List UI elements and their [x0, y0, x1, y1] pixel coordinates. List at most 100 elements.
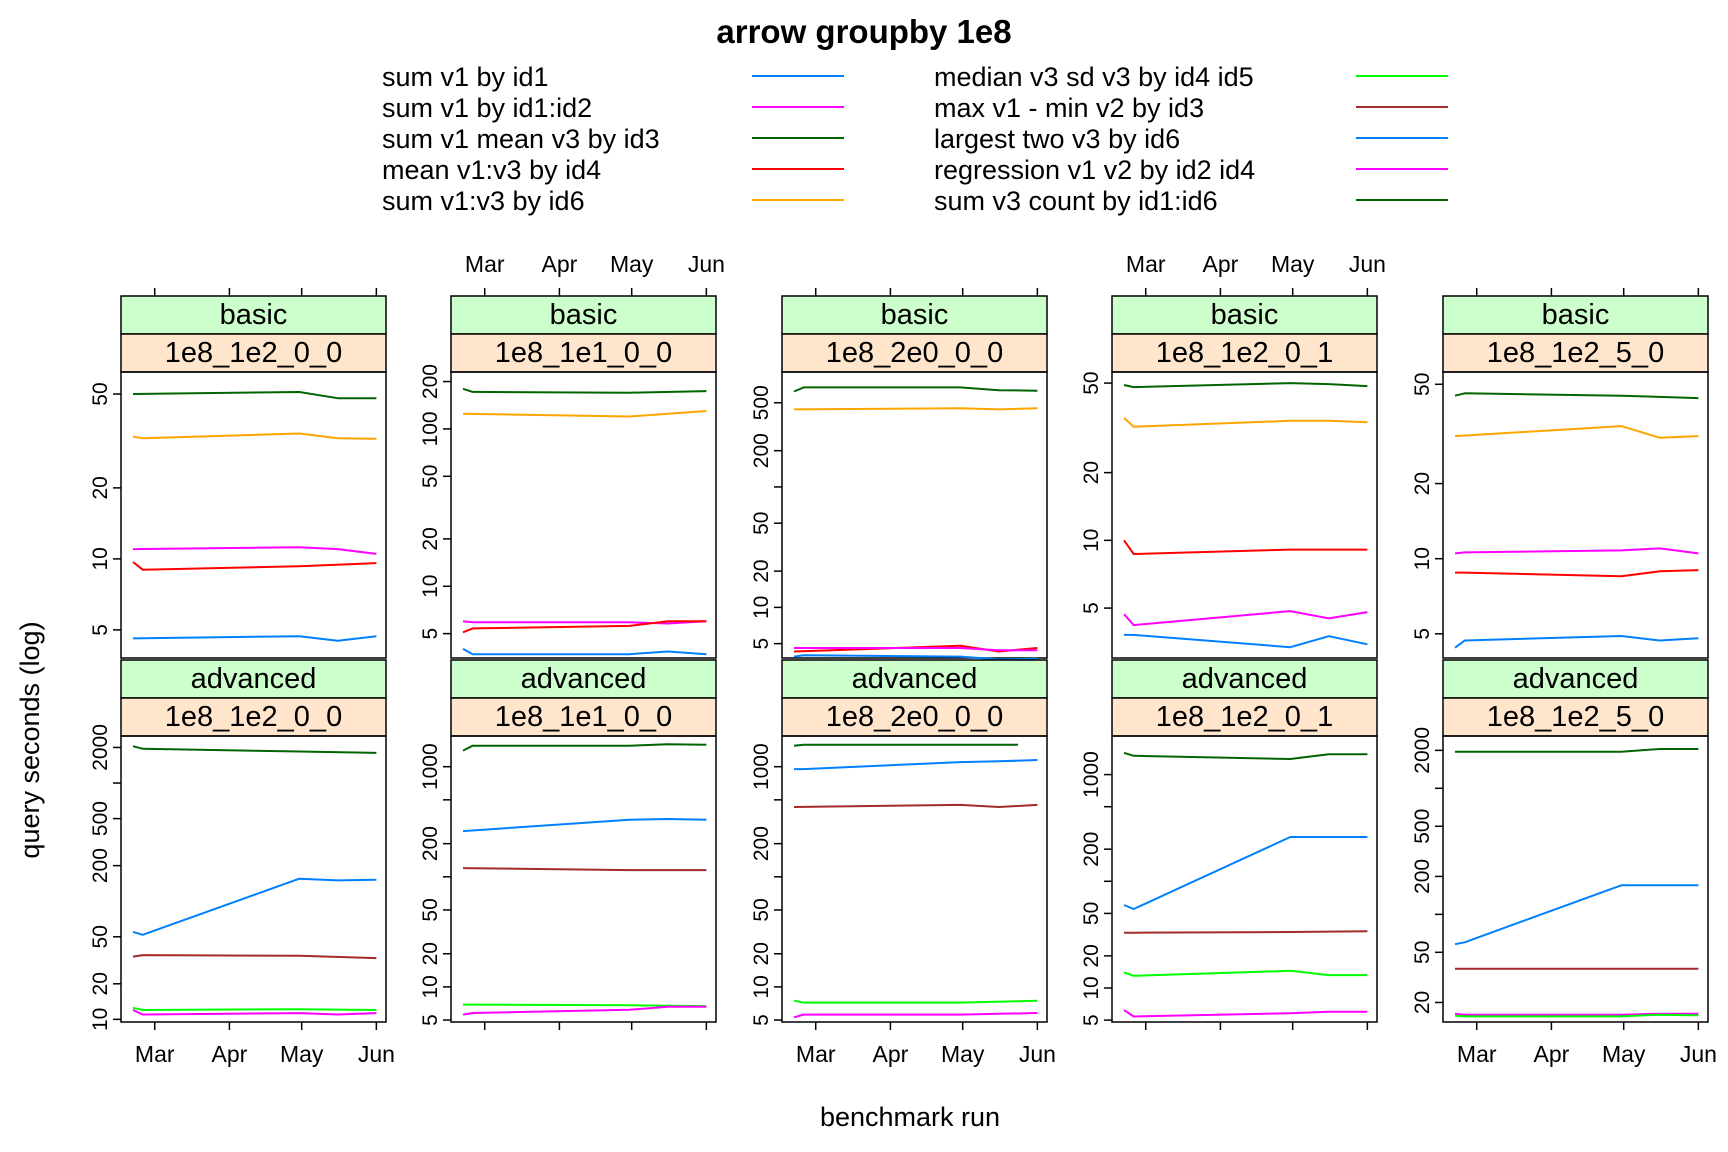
y-tick-label: 200 — [750, 433, 773, 468]
plot-frame — [450, 735, 717, 1023]
y-tick-label: 1000 — [750, 743, 773, 790]
series-line — [1123, 382, 1368, 389]
panel-basic-1e8_1e2_5_0: basic 1e8_1e2_5_0 5 10 20 50 — [1411, 288, 1709, 659]
series-line — [132, 635, 377, 642]
y-tick-label: 50 — [89, 382, 112, 405]
plot-frame — [120, 735, 387, 1023]
strip-data-label-text: 1e8_1e1_0_0 — [495, 337, 672, 369]
strip-question-group — [1111, 659, 1378, 699]
y-tick-label: 2000 — [89, 724, 112, 771]
y-tick-label: 200 — [1080, 832, 1103, 867]
series-line — [462, 620, 707, 625]
y-tick-label: 5 — [1411, 628, 1434, 640]
x-tick-label: May — [1602, 1041, 1646, 1067]
y-tick-label: 50 — [1080, 371, 1103, 394]
series-line — [1454, 635, 1699, 649]
strip-question-group — [1442, 295, 1709, 335]
y-tick-label: 20 — [419, 942, 442, 965]
series-line — [132, 745, 377, 754]
strip-question-group-label: advanced — [1182, 663, 1308, 695]
strip-data-label — [1442, 333, 1709, 373]
strip-data-label-text: 1e8_2e0_0_0 — [826, 701, 1003, 733]
series-line — [132, 391, 377, 400]
strip-data-label — [450, 697, 717, 737]
strip-question-group-label: basic — [1211, 299, 1279, 331]
y-tick-label: 20 — [750, 559, 773, 582]
strip-data-label — [120, 333, 387, 373]
strip-data-label-text: 1e8_1e2_0_1 — [1156, 701, 1333, 733]
series-line — [793, 654, 1038, 661]
y-tick-label: 20 — [1080, 944, 1103, 967]
plot-frame — [1111, 735, 1378, 1023]
y-tick-label: 1000 — [419, 743, 442, 790]
y-tick-label: 20 — [89, 972, 112, 995]
x-tick-label: Mar — [796, 1041, 836, 1067]
y-tick-label: 10 — [89, 1008, 112, 1031]
y-tick-label: 5 — [750, 638, 773, 650]
y-tick-label: 10 — [750, 975, 773, 998]
series-line — [1124, 930, 1368, 934]
x-tick-label: Mar — [465, 251, 505, 277]
series-line — [132, 561, 377, 571]
strip-question-group-label: basic — [1542, 299, 1610, 331]
y-tick-label: 200 — [750, 826, 773, 861]
y-tick-label: 1000 — [1080, 751, 1103, 798]
y-tick-label: 50 — [750, 898, 773, 921]
y-tick-label: 10 — [1411, 547, 1434, 570]
strip-data-label — [120, 697, 387, 737]
legend-label: largest two v3 by id6 — [934, 124, 1180, 154]
plot-frame — [781, 371, 1048, 659]
legend-label: mean v1:v3 by id4 — [382, 155, 601, 185]
y-tick-label: 50 — [89, 925, 112, 948]
series-line — [462, 867, 707, 872]
plot-frame — [1111, 371, 1378, 659]
series-line — [462, 743, 707, 752]
series-line — [462, 410, 707, 418]
x-tick-label: May — [610, 251, 654, 277]
y-tick-label: 10 — [419, 975, 442, 998]
legend-label: median v3 sd v3 by id4 id5 — [934, 62, 1254, 92]
y-tick-label: 50 — [419, 465, 442, 488]
y-tick-label: 500 — [89, 801, 112, 836]
y-tick-label: 20 — [1411, 991, 1434, 1014]
strip-data-label-text: 1e8_1e2_5_0 — [1487, 701, 1664, 733]
series-line — [462, 1005, 707, 1016]
series-line — [1123, 969, 1368, 977]
y-tick-label: 200 — [419, 826, 442, 861]
panel-basic-1e8_1e1_0_0: basic 1e8_1e1_0_0 5 10 20 50 100 200 Mar Apr May Ju… — [419, 251, 725, 659]
y-tick-label: 20 — [1411, 472, 1434, 495]
x-tick-label: Mar — [135, 1041, 175, 1067]
series-line — [132, 877, 377, 936]
y-tick-label: 20 — [89, 476, 112, 499]
series-line — [132, 1009, 377, 1016]
x-tick-label: Apr — [873, 1041, 909, 1067]
x-tick-label: May — [941, 1041, 985, 1067]
y-tick-label: 5 — [419, 628, 442, 640]
strip-question-group-label: advanced — [852, 663, 978, 695]
y-tick-label: 20 — [419, 527, 442, 550]
series-line — [1123, 836, 1368, 910]
strip-question-group — [781, 659, 1048, 699]
x-tick-label: Apr — [1203, 251, 1239, 277]
strip-question-group-label: advanced — [521, 663, 647, 695]
x-axis-label: benchmark run — [820, 1102, 1000, 1132]
series-line — [1455, 569, 1699, 578]
strip-data-label-text: 1e8_1e1_0_0 — [495, 701, 672, 733]
legend-label: sum v3 count by id1:id6 — [934, 186, 1218, 216]
legend-label: regression v1 v2 by id2 id4 — [934, 155, 1255, 185]
y-tick-label: 50 — [1080, 902, 1103, 925]
x-tick-label: Mar — [1457, 1041, 1497, 1067]
strip-data-label — [1111, 697, 1378, 737]
legend-label: sum v1 by id1:id2 — [382, 93, 592, 123]
y-tick-label: 500 — [750, 385, 773, 420]
y-tick-label: 20 — [750, 942, 773, 965]
y-tick-label: 200 — [89, 848, 112, 883]
y-tick-label: 5 — [89, 624, 112, 636]
strip-question-group-label: basic — [881, 299, 949, 331]
strip-data-label — [450, 333, 717, 373]
strip-data-label-text: 1e8_1e2_0_0 — [165, 337, 342, 369]
y-tick-label: 50 — [419, 898, 442, 921]
series-line — [793, 407, 1038, 411]
